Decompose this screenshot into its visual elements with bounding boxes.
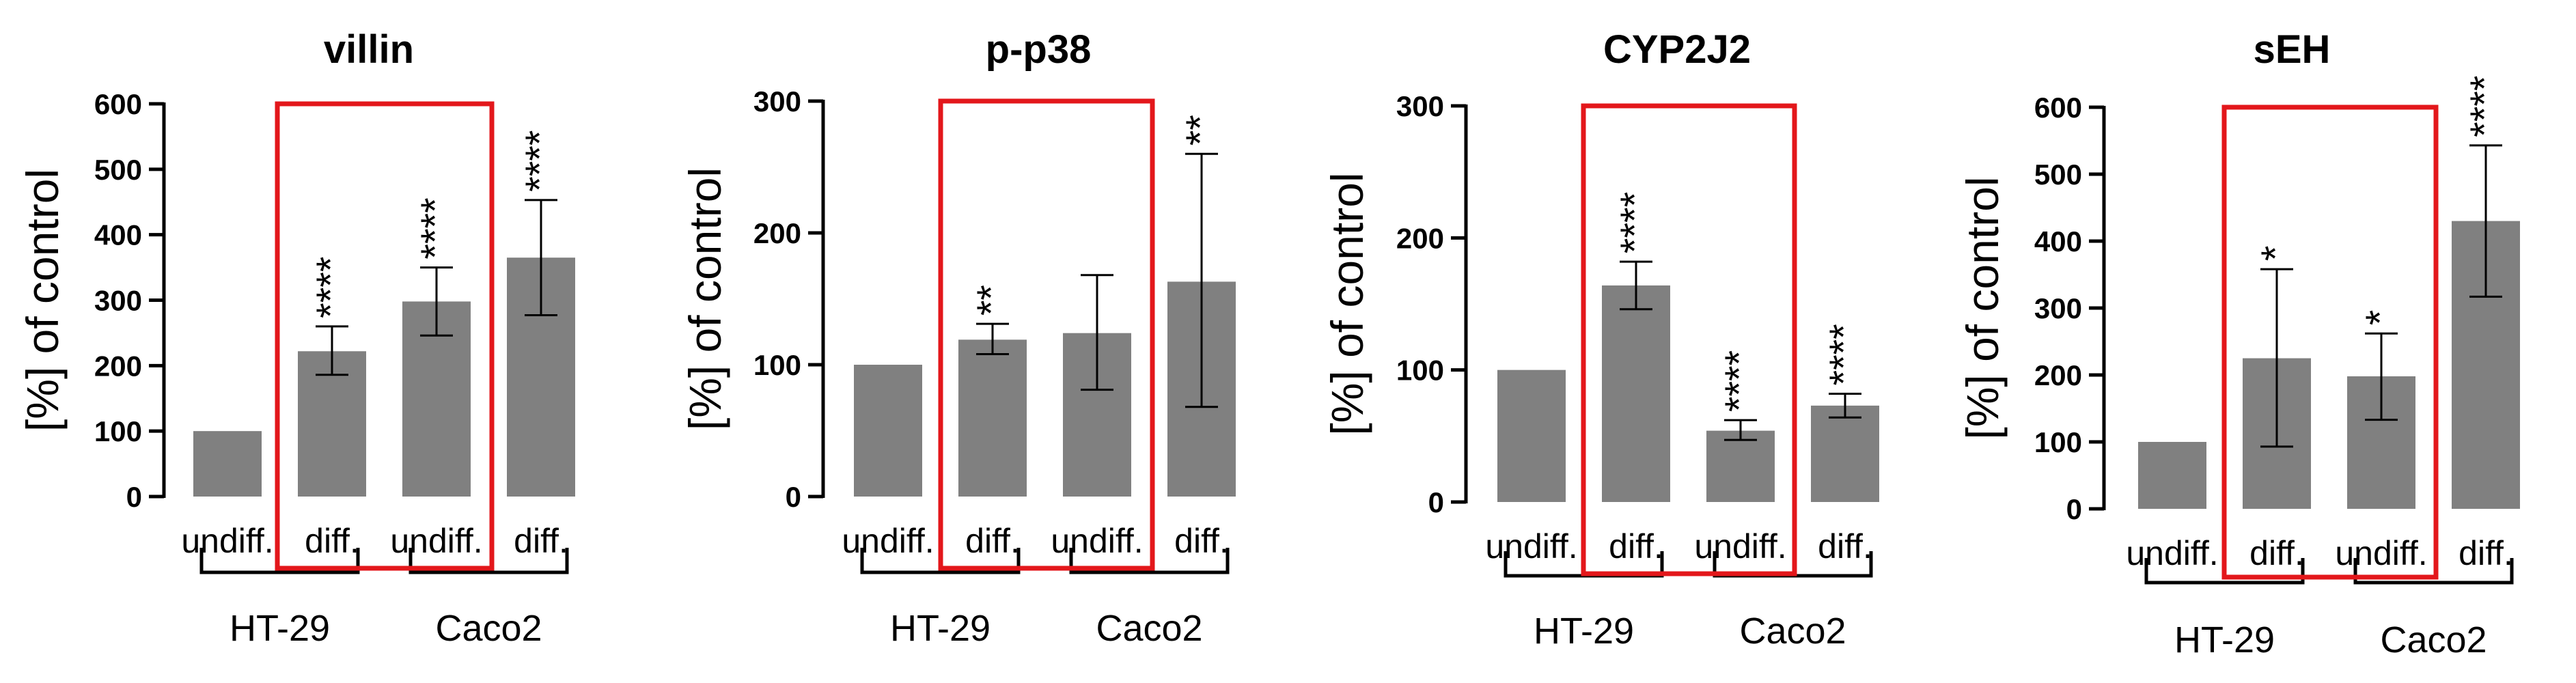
group-label-3-1: HT-29 [1534,611,1634,652]
y-tick-label-2-1: 100 [753,349,801,381]
category-label-2-4: diff. [1174,522,1229,560]
significance-4-2: * [2254,246,2298,262]
y-tick-label-4-3: 300 [2034,292,2082,324]
group-bracket-2-1 [860,548,1021,574]
highlight-box-1 [275,101,495,571]
significance-1-4: **** [518,130,562,192]
group-bracket-1-2 [408,548,569,574]
group-bracket-4-2 [2353,558,2514,585]
category-label-1-3: undiff. [390,522,482,560]
bar-3-2 [1602,285,1670,502]
y-tick-label-4-4: 400 [2034,225,2082,257]
y-axis-label-4: [%] of control [1957,176,2008,439]
y-tick-label-2-0: 0 [786,481,801,513]
chart-title-1: villin [324,27,414,72]
y-axis-label-3: [%] of control [1322,172,1372,435]
category-label-1-4: diff. [514,522,568,560]
highlight-box-3 [1581,103,1797,576]
group-bracket-2-2 [1069,548,1230,574]
y-tick-label-1-2: 200 [94,350,142,382]
category-label-4-2: diff. [2249,534,2304,572]
group-label-4-1: HT-29 [2174,619,2275,660]
y-tick-label-4-2: 200 [2034,359,2082,391]
y-tick-label-3-3: 300 [1396,90,1444,122]
y-tick-label-2-2: 200 [753,217,801,249]
bar-1-1 [193,431,262,497]
bar-3-1 [1497,370,1566,502]
category-label-1-2: diff. [305,522,359,560]
y-axis-label-2: [%] of control [680,167,730,430]
bar-4-1 [2138,442,2206,509]
bar-2-1 [854,365,922,497]
significance-4-3: * [2358,310,2402,326]
bar-3-3 [1706,430,1775,502]
significance-2-4: ** [1178,115,1223,145]
y-axis-label-1: [%] of control [17,169,68,432]
y-tick-label-4-0: 0 [2066,493,2082,525]
y-tick-label-3-0: 0 [1428,486,1444,518]
bar-3-4 [1811,405,1879,502]
y-tick-label-1-1: 100 [94,415,142,447]
category-label-2-2: diff. [965,522,1020,560]
group-bracket-1-1 [199,548,360,574]
y-tick-label-4-5: 500 [2034,158,2082,191]
category-label-3-1: undiff. [1485,527,1577,566]
category-label-2-1: undiff. [842,522,934,560]
group-label-4-2: Caco2 [2380,619,2487,660]
category-label-3-2: diff. [1609,527,1663,566]
y-tick-label-1-5: 500 [94,154,142,186]
significance-1-2: **** [309,257,353,318]
y-tick-label-1-3: 300 [94,285,142,317]
chart-title-4: sEH [2254,27,2331,72]
group-label-1-1: HT-29 [230,608,330,649]
category-label-1-1: undiff. [181,522,273,560]
y-tick-label-4-6: 600 [2034,92,2082,124]
highlight-box-2 [938,98,1155,571]
y-tick-label-1-0: 0 [126,481,142,513]
group-label-3-2: Caco2 [1739,611,1846,652]
significance-3-4: **** [1822,324,1866,385]
chart-title-2: p-p38 [986,27,1092,72]
category-label-4-4: diff. [2459,534,2513,572]
category-label-3-4: diff. [1818,527,1872,566]
bar-2-2 [958,339,1027,497]
significance-3-3: **** [1717,350,1762,412]
significance-3-2: **** [1613,192,1657,253]
highlight-box-4 [2221,104,2439,580]
y-tick-label-2-3: 300 [753,85,801,117]
group-bracket-4-1 [2144,558,2305,585]
significance-4-4: **** [2463,76,2507,137]
y-tick-label-3-2: 200 [1396,222,1444,254]
group-label-2-1: HT-29 [890,608,991,649]
y-tick-label-1-6: 600 [94,88,142,120]
category-label-3-3: undiff. [1694,527,1786,566]
chart-title-3: CYP2J2 [1603,27,1751,72]
y-tick-label-3-1: 100 [1396,354,1444,387]
significance-2-2: ** [969,285,1014,316]
category-label-4-1: undiff. [2126,534,2218,572]
group-label-2-2: Caco2 [1096,608,1202,649]
group-label-1-2: Caco2 [435,608,542,649]
y-tick-label-4-1: 100 [2034,426,2082,458]
category-label-2-3: undiff. [1051,522,1143,560]
y-tick-label-1-4: 400 [94,219,142,251]
category-label-4-3: undiff. [2335,534,2427,572]
significance-1-3: **** [413,197,458,259]
